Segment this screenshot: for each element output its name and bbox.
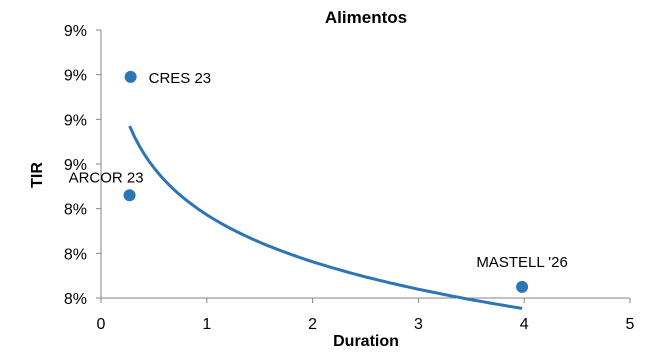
y-axis-title: TIR <box>29 162 46 188</box>
x-axis-ticks: 0 1 2 3 4 5 <box>97 298 635 333</box>
x-tick-label: 5 <box>626 316 635 333</box>
y-tick-label: 9% <box>64 23 87 40</box>
data-point-label: ARCOR 23 <box>69 169 144 186</box>
x-tick-label: 0 <box>97 316 106 333</box>
x-tick-label: 2 <box>308 316 317 333</box>
y-tick-label: 8% <box>64 202 87 219</box>
trendline <box>128 125 523 310</box>
data-point <box>124 70 137 83</box>
y-tick-label: 9% <box>64 112 87 129</box>
data-point-label: CRES 23 <box>149 70 212 87</box>
y-axis-ticks: 8% 8% 8% 9% 9% 9% 9% <box>64 23 101 308</box>
x-tick-label: 3 <box>414 316 423 333</box>
y-tick-label: 8% <box>64 246 87 263</box>
x-tick-label: 4 <box>520 316 529 333</box>
trendline-group <box>128 125 523 310</box>
chart-title: Alimentos <box>325 8 407 27</box>
y-tick-label: 8% <box>64 291 87 308</box>
data-point <box>516 280 529 293</box>
data-point-label: MASTELL '26 <box>476 254 568 271</box>
y-tick-label: 9% <box>64 68 87 85</box>
x-axis-title: Duration <box>333 333 399 350</box>
data-point <box>123 189 136 202</box>
x-tick-label: 1 <box>202 316 211 333</box>
data-points: CRES 23 ARCOR 23 MASTELL '26 <box>69 70 568 293</box>
y-tick-label: 9% <box>64 157 87 174</box>
